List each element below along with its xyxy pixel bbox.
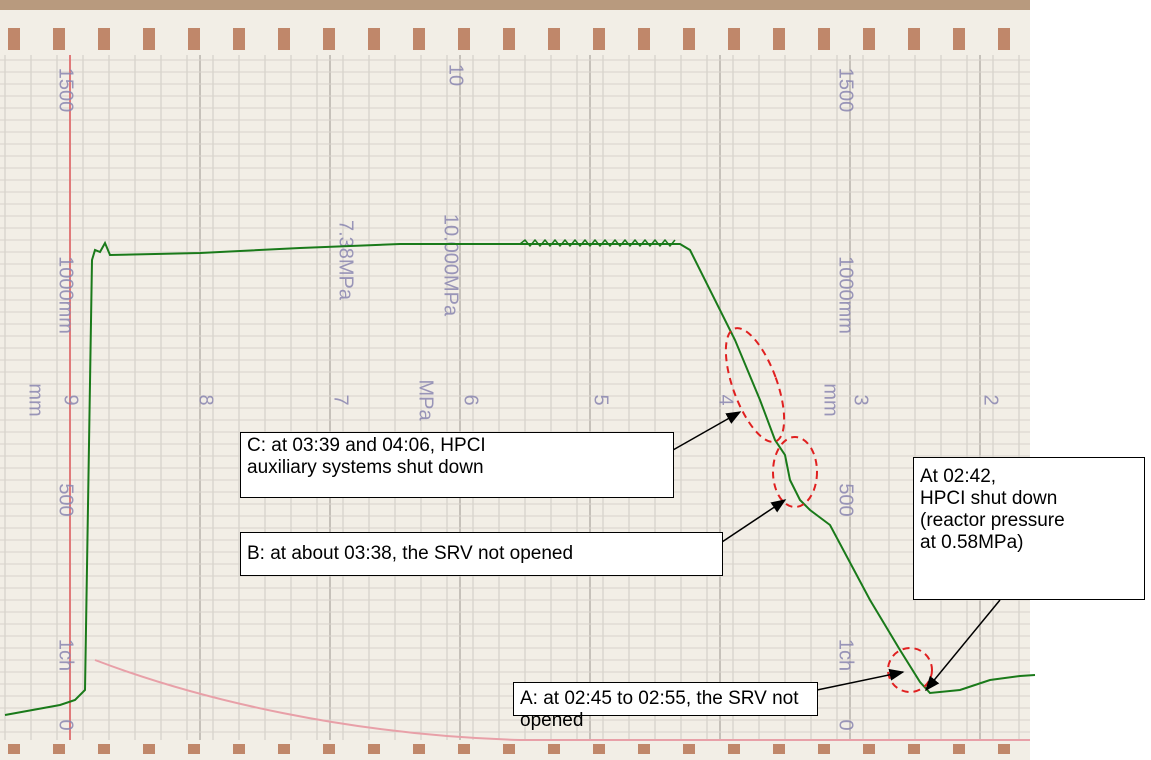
sprocket-hole (8, 28, 20, 50)
sprocket-hole (683, 744, 695, 754)
pink-trace (94, 659, 1030, 741)
arrow-c (672, 411, 742, 451)
scale-label: 1500 (835, 68, 857, 113)
scale-label: 9 (60, 394, 82, 405)
sprocket-hole (98, 744, 110, 754)
scale-label: 4 (715, 394, 737, 405)
scale-labels: 1500 10 1500 1000mm 7.38MPa 10.000MPa 1000mm mm… (25, 64, 1002, 731)
sprocket-hole (908, 28, 920, 50)
annotation-line: at 0.58MPa) (920, 532, 1024, 553)
sprocket-hole (143, 28, 155, 50)
sprocket-hole (368, 744, 380, 754)
paper-background (0, 0, 1030, 760)
sprocket-hole (863, 28, 875, 50)
annotation-c: C: at 03:39 and 04:06, HPCI auxiliary sy… (240, 432, 674, 498)
scale-label: 3 (850, 394, 872, 405)
scale-label: 5 (590, 394, 612, 405)
scale-label: 7 (330, 394, 352, 405)
annotation-line: auxiliary systems shut down (247, 457, 484, 478)
sprocket-hole (593, 744, 605, 754)
sprocket-hole (908, 744, 920, 754)
sprocket-hole (773, 28, 785, 50)
highlight-c (724, 327, 786, 443)
scale-label: 1000mm (835, 256, 857, 334)
paper-edge (0, 0, 1030, 10)
sprocket-hole (143, 744, 155, 754)
scale-label: mm (25, 383, 47, 416)
sprocket-hole (998, 28, 1010, 50)
sprocket-hole (683, 28, 695, 50)
scale-label: 1500 (55, 68, 77, 113)
scale-label: 0 (835, 719, 857, 730)
scale-label: 6 (460, 394, 482, 405)
sprocket-hole (278, 28, 290, 50)
scale-label: 500 (835, 483, 857, 516)
annotation-line: B: at about 03:38, the SRV not opened (247, 543, 574, 564)
sprocket-hole (458, 744, 470, 754)
sprocket-hole (503, 28, 515, 50)
arrow-a (816, 668, 905, 691)
sprocket-hole (863, 744, 875, 754)
scale-label: 10 (445, 64, 467, 86)
sprocket-hole (998, 744, 1010, 754)
trace-oscillation (519, 238, 676, 248)
highlight-b (772, 436, 818, 508)
sprocket-hole (278, 744, 290, 754)
sprocket-hole (233, 28, 245, 50)
sprocket-hole (188, 744, 200, 754)
sprocket-hole (323, 28, 335, 50)
scale-label: 7.38MPa (335, 220, 357, 301)
scale-label: MPa (415, 379, 437, 421)
sprocket-hole (638, 744, 650, 754)
highlight-a (887, 647, 933, 693)
arrow-d (925, 599, 1001, 692)
scale-label: 10.000MPa (440, 214, 462, 317)
sprocket-hole (8, 744, 20, 754)
annotation-d: At 02:42, HPCI shut down (reactor pressu… (913, 457, 1145, 600)
scale-label: 8 (195, 394, 217, 405)
sprocket-hole (638, 28, 650, 50)
sprocket-hole (413, 744, 425, 754)
annotation-a: A: at 02:45 to 02:55, the SRV not opened (513, 682, 818, 731)
sprocket-hole (953, 744, 965, 754)
sprocket-hole (728, 28, 740, 50)
annotation-line: At 02:42, (920, 466, 997, 487)
sprocket-hole (53, 28, 65, 50)
sprocket-hole (548, 744, 560, 754)
sprocket-hole (818, 744, 830, 754)
sprocket-hole (818, 28, 830, 50)
scale-label: 0 (55, 719, 77, 730)
sprocket-hole (368, 28, 380, 50)
scale-label: 500 (55, 483, 77, 516)
scale-label: 1ch (835, 639, 857, 671)
sprocket-hole (728, 744, 740, 754)
annotation-line: A: at 02:45 to 02:55, the SRV not opened (520, 688, 799, 731)
annotation-line: (reactor pressure (920, 510, 1065, 531)
scale-label: 1ch (55, 639, 77, 671)
sprocket-hole (53, 744, 65, 754)
sprocket-hole (233, 744, 245, 754)
sprocket-hole (188, 28, 200, 50)
annotation-line: C: at 03:39 and 04:06, HPCI (247, 435, 486, 456)
annotation-line: HPCI shut down (920, 488, 1058, 509)
sprocket-hole (593, 28, 605, 50)
annotation-b: B: at about 03:38, the SRV not opened (240, 532, 723, 576)
sprocket-hole (458, 28, 470, 50)
sprocket-hole (548, 28, 560, 50)
sprocket-hole (773, 744, 785, 754)
sprocket-hole (953, 28, 965, 50)
sprocket-holes (8, 28, 1010, 754)
sprocket-hole (503, 744, 515, 754)
arrow-b (721, 499, 787, 543)
scale-label: 2 (980, 394, 1002, 405)
sprocket-hole (98, 28, 110, 50)
scale-label: mm (820, 383, 842, 416)
sprocket-hole (413, 28, 425, 50)
pressure-trace (4, 240, 1036, 716)
scale-label: 1000mm (55, 256, 77, 334)
sprocket-hole (323, 744, 335, 754)
